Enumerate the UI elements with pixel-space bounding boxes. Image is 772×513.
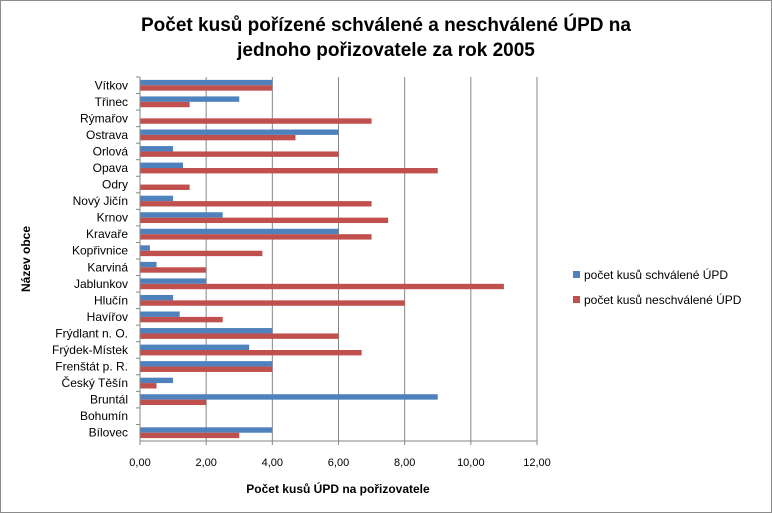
category-label: Bohumín <box>80 409 128 423</box>
category-label: Vítkov <box>95 78 128 92</box>
category-label: Nový Jičín <box>73 194 128 208</box>
bar-approved <box>140 344 250 350</box>
chart-title-line1: Počet kusů pořízené schválené a neschvál… <box>141 14 631 36</box>
category-label: Opava <box>93 161 129 175</box>
bar-approved <box>140 212 223 218</box>
bar-unapproved <box>140 383 157 389</box>
bar-unapproved <box>140 250 263 257</box>
bar-approved <box>140 278 207 284</box>
bar-unapproved <box>140 333 339 339</box>
bar-unapproved <box>140 217 389 224</box>
bar-approved <box>140 195 174 202</box>
bar-approved <box>140 245 150 251</box>
category-label: Frýdek-Místek <box>52 343 129 357</box>
x-axis-title: Počet kusů ÚPD na pořizovatele <box>246 481 430 496</box>
x-tick-label: 12,00 <box>523 457 551 469</box>
bar-approved <box>140 311 180 317</box>
bar-unapproved <box>140 267 207 273</box>
legend-swatch-unapproved <box>573 296 580 303</box>
bar-approved <box>140 129 339 135</box>
bar-unapproved <box>140 399 207 406</box>
category-label: Rýmařov <box>80 111 128 125</box>
legend-label-unapproved: počet kusů neschválené ÚPD <box>584 292 742 307</box>
category-labels: Bílovec Bohumín Bruntál Český TěšínFrenštát… <box>52 76 140 440</box>
category-label: Bílovec <box>89 426 128 440</box>
bar-unapproved <box>140 201 372 207</box>
bar-approved <box>140 427 273 433</box>
category-label: Český Těšín <box>62 375 128 390</box>
category-label: Frenštát p. R. <box>55 360 128 374</box>
x-tick-label: 4,00 <box>262 457 283 469</box>
y-axis-title: Název obce <box>19 226 33 292</box>
category-label: Frýdlant n. O. <box>55 326 128 340</box>
bar-approved <box>140 328 273 334</box>
x-tick-label: 2,00 <box>195 457 216 469</box>
x-tick-label: 0,00 <box>129 457 150 469</box>
category-label: Orlová <box>93 144 129 158</box>
bar-unapproved <box>140 134 296 141</box>
bar-unapproved <box>140 168 438 174</box>
bar-unapproved <box>140 118 372 124</box>
category-label: Bruntál <box>90 393 128 407</box>
bar-unapproved <box>140 184 190 190</box>
bar-approved <box>140 261 157 268</box>
bars <box>140 79 504 439</box>
category-label: Odry <box>102 178 128 192</box>
x-tick-labels: 0,00 2,00 4,00 6,00 8,00 10,00 12,00 <box>129 441 551 469</box>
bar-approved <box>140 162 184 168</box>
legend-label-approved: počet kusů schválené ÚPD <box>584 267 728 282</box>
category-label: Karviná <box>87 260 128 274</box>
bar-approved <box>140 294 174 301</box>
category-label: Havířov <box>87 310 128 324</box>
bar-approved <box>140 228 339 235</box>
bar-approved <box>140 146 174 152</box>
x-tick-label: 10,00 <box>457 457 485 469</box>
category-label: Třinec <box>95 95 128 109</box>
bar-unapproved <box>140 234 372 240</box>
chart-title-line2: jednoho pořizovatele za rok 2005 <box>236 40 535 61</box>
bar-approved <box>140 394 438 400</box>
category-label: Krnov <box>97 211 128 225</box>
bar-approved <box>140 377 174 384</box>
category-label: Hlučín <box>94 293 128 307</box>
bar-unapproved <box>140 316 223 323</box>
legend-swatch-approved <box>573 271 580 278</box>
bar-approved <box>140 79 273 86</box>
bar-unapproved <box>140 85 273 91</box>
bar-approved <box>140 361 273 367</box>
bar-unapproved <box>140 432 240 439</box>
category-label: Ostrava <box>86 128 128 142</box>
bar-unapproved <box>140 300 405 306</box>
x-tick-label: 6,00 <box>328 457 349 469</box>
category-label: Kopřivnice <box>72 244 128 258</box>
bar-unapproved <box>140 101 190 108</box>
legend: počet kusů schválené ÚPD počet kusů nesc… <box>573 267 742 307</box>
bar-unapproved <box>140 283 504 290</box>
category-label: Kravaře <box>86 227 128 241</box>
category-label: Jablunkov <box>74 277 128 291</box>
bar-unapproved <box>140 350 362 356</box>
bar-unapproved <box>140 366 273 372</box>
x-tick-label: 8,00 <box>394 457 415 469</box>
bar-unapproved <box>140 151 339 157</box>
bar-approved <box>140 96 240 102</box>
